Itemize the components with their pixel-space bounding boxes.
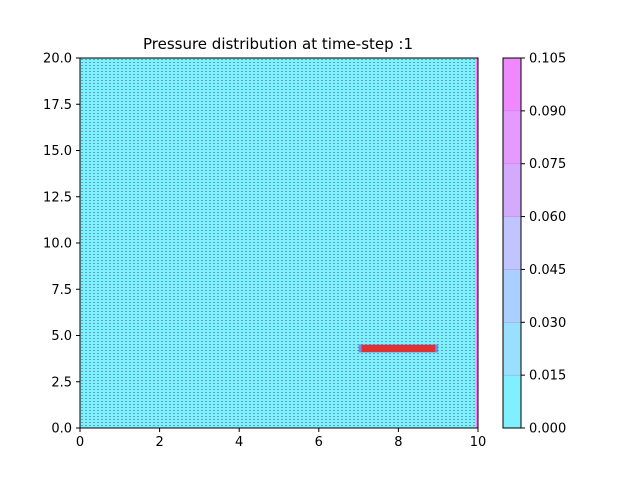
y-tick-label: 17.5 — [43, 98, 72, 113]
x-tick-label: 0 — [76, 435, 84, 450]
colorbar-level — [503, 375, 521, 428]
colorbar-level — [503, 58, 521, 111]
x-tick-label: 6 — [315, 435, 323, 450]
x-tick-label: 10 — [470, 435, 487, 450]
colorbar-tick-label: 0.075 — [529, 157, 566, 172]
y-tick-label: 12.5 — [43, 190, 72, 205]
y-tick-label: 20.0 — [43, 52, 72, 67]
colorbar-tick-label: 0.060 — [529, 210, 566, 225]
colorbar: 0.000 0.015 0.030 0.045 0.060 0.075 0.090 0.105 — [502, 52, 566, 437]
x-tick-label: 2 — [155, 435, 163, 450]
y-tick-label: 2.5 — [51, 375, 72, 390]
x-tick-label: 8 — [394, 435, 402, 450]
colorbar-level — [503, 269, 521, 323]
colorbar-tick-label: 0.000 — [529, 422, 566, 437]
y-tick-label: 10.0 — [43, 237, 72, 252]
y-axis: 0.0 2.5 5.0 7.5 10.0 12.5 15.0 17.5 20.0 — [43, 52, 80, 437]
boundary-edge-strip — [476, 58, 478, 428]
mesh-grid — [80, 58, 478, 428]
y-tick-label: 5.0 — [51, 329, 72, 344]
y-tick-label: 7.5 — [51, 283, 72, 298]
colorbar-level — [503, 216, 521, 270]
colorbar-tick-label: 0.045 — [529, 263, 566, 278]
colorbar-level — [503, 110, 521, 164]
colorbar-level — [503, 163, 521, 217]
source-segment — [361, 344, 436, 352]
x-tick-label: 4 — [235, 435, 243, 450]
y-tick-label: 15.0 — [43, 144, 72, 159]
y-tick-label: 0.0 — [51, 422, 72, 437]
chart-title: Pressure distribution at time-step :1 — [143, 35, 413, 53]
colorbar-level — [503, 322, 521, 376]
colorbar-tick-label: 0.030 — [529, 316, 566, 331]
colorbar-frame — [502, 57, 522, 429]
plot-area — [79, 57, 479, 429]
x-axis: 0 2 4 6 8 10 — [76, 428, 486, 450]
colorbar-tick-label: 0.015 — [529, 369, 566, 384]
colorbar-tick-label: 0.090 — [529, 104, 566, 119]
colorbar-tick-label: 0.105 — [529, 52, 566, 67]
